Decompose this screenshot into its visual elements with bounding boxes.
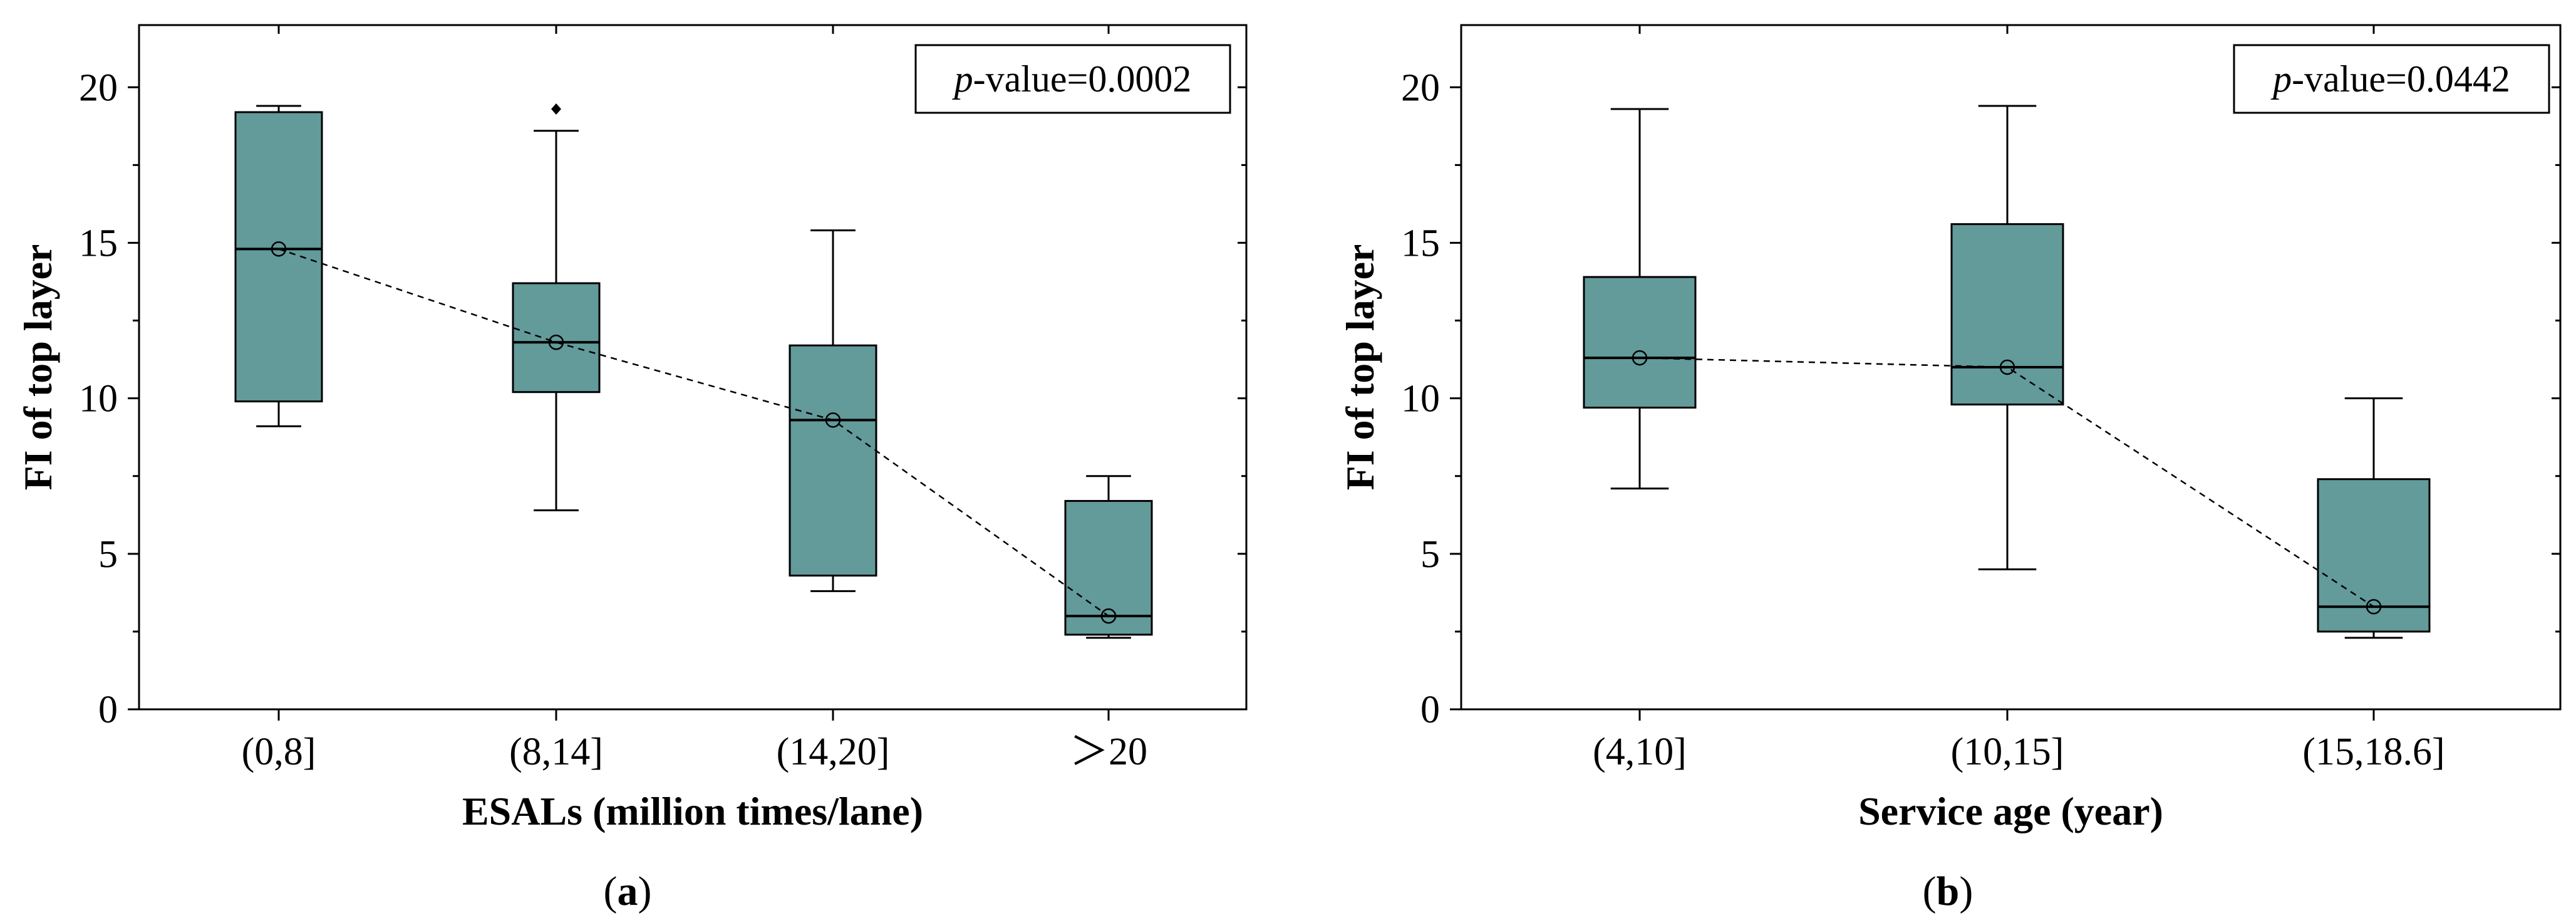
x-axis-title: ESALs (million times/lane) (462, 789, 923, 833)
y-tick-label: 0 (98, 689, 118, 731)
iqr-box (789, 344, 877, 577)
y-tick-label: 15 (1401, 222, 1440, 264)
x-tick-label: (8,14] (509, 731, 603, 773)
iqr-box (1583, 276, 1697, 409)
p-value-number: -value=0.0002 (973, 58, 1192, 100)
y-tick-label: 10 (1401, 378, 1440, 420)
iqr-box (1950, 223, 2064, 406)
p-value-text: p-value=0.0442 (2270, 58, 2510, 100)
panel-label: (a) (604, 868, 652, 914)
y-tick-label: 20 (79, 66, 118, 109)
mean-marker (2366, 598, 2382, 615)
x-axis-title: Service age (year) (1858, 789, 2163, 833)
panel-label-letter: a (618, 868, 638, 914)
mean-marker (548, 335, 564, 350)
mean-marker (271, 241, 287, 257)
iqr-box (234, 111, 323, 403)
y-axis-title: FI of top layer (16, 244, 60, 491)
mean-marker (825, 412, 841, 428)
p-value-symbol: p (2270, 58, 2292, 100)
p-value-number: -value=0.0442 (2292, 58, 2510, 100)
mean-trend-line (278, 248, 1109, 617)
y-tick-label: 10 (79, 378, 118, 420)
p-value-text: p-value=0.0002 (952, 58, 1192, 100)
mean-trend-line (1639, 357, 2374, 608)
plot-frame (138, 24, 1248, 711)
outlier-point (551, 103, 561, 115)
x-tick-label: (4,10] (1593, 731, 1687, 773)
p-value-box (2233, 44, 2550, 114)
x-tick-label: ＞20 (1070, 731, 1147, 773)
mean-marker (1632, 350, 1648, 366)
mean-marker (1999, 359, 2015, 375)
y-tick-label: 15 (79, 222, 118, 264)
panel-label-letter: b (1937, 868, 1960, 914)
y-tick-label: 5 (1420, 533, 1440, 576)
panel-label-open: ( (1923, 868, 1937, 914)
panel-label-open: ( (604, 868, 618, 914)
mean-marker (1100, 608, 1117, 624)
plot-frame (1460, 24, 2562, 711)
y-tick-label: 20 (1401, 66, 1440, 109)
panel-label-close: ) (1959, 868, 1973, 914)
x-tick-label: (0,8] (242, 731, 316, 773)
panel-b: 0 5 10 15 20 (4,10] (10,15] (15,18.6] Service ag… (1338, 24, 2562, 914)
y-axis-title: FI of top layer (1338, 244, 1382, 491)
p-value-box (914, 44, 1231, 114)
iqr-box (1064, 499, 1153, 636)
iqr-box (512, 282, 601, 394)
x-tick-label: (14,20] (777, 731, 890, 773)
y-tick-label: 5 (98, 533, 118, 576)
p-value-symbol: p (952, 58, 973, 100)
iqr-box (2317, 478, 2431, 633)
x-tick-label: (10,15] (1951, 731, 2064, 773)
panel-label-close: ) (638, 868, 652, 914)
x-tick-label: (15,18.6] (2302, 731, 2444, 773)
panel-a: 0 5 10 15 20 (0,8] (8,14] (14,20] ＞20 ESALs (mill… (16, 24, 1248, 914)
y-tick-label: 0 (1420, 689, 1440, 731)
panel-label: (b) (1923, 868, 1973, 914)
